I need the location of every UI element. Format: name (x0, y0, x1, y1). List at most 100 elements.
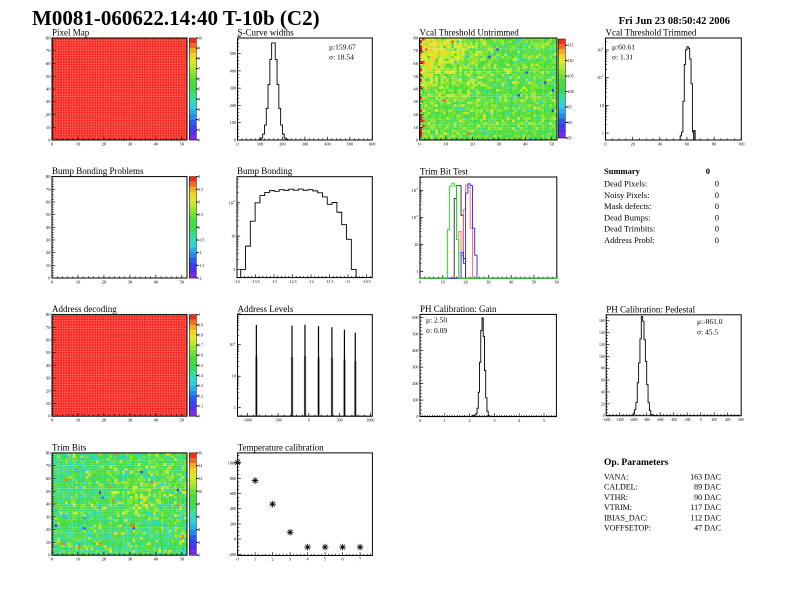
svg-text:90 DAC: 90 DAC (694, 493, 721, 502)
svg-text:VTRIM:: VTRIM: (604, 503, 632, 512)
svg-text:20: 20 (46, 250, 51, 255)
svg-text:400: 400 (230, 68, 236, 73)
svg-text:σ: 18.54: σ: 18.54 (329, 53, 354, 62)
svg-text:-14: -14 (234, 279, 239, 284)
svg-text:3: 3 (602, 46, 604, 50)
svg-text:160: 160 (599, 319, 605, 323)
svg-text:7: 7 (359, 557, 361, 562)
svg-text:1000: 1000 (228, 461, 236, 466)
svg-text:10: 10 (412, 215, 417, 220)
svg-text:0.4: 0.4 (198, 374, 203, 378)
svg-text:2: 2 (234, 341, 236, 345)
svg-text:1: 1 (602, 131, 604, 136)
svg-text:85: 85 (567, 136, 571, 141)
svg-text:10: 10 (229, 200, 234, 205)
svg-text:0: 0 (234, 537, 236, 542)
svg-text:-13: -13 (271, 279, 276, 284)
svg-text:0: 0 (51, 280, 54, 285)
svg-text:-1: -1 (198, 251, 201, 255)
svg-text:Dead Trimbits:: Dead Trimbits: (604, 224, 655, 234)
svg-text:6: 6 (198, 515, 200, 519)
svg-text:S-Curve widths: S-Curve widths (238, 28, 295, 38)
svg-text:80: 80 (46, 450, 51, 455)
svg-text:40: 40 (658, 142, 662, 147)
svg-text:50: 50 (46, 350, 51, 355)
svg-text:47 DAC: 47 DAC (694, 524, 721, 533)
svg-text:40: 40 (154, 418, 159, 423)
svg-text:500: 500 (230, 51, 236, 56)
svg-text:μ:159.67: μ:159.67 (329, 43, 356, 52)
svg-text:0: 0 (603, 414, 605, 418)
svg-text:40: 40 (523, 142, 528, 147)
svg-text:5: 5 (198, 88, 200, 92)
svg-text:80: 80 (601, 367, 605, 371)
svg-text:30: 30 (46, 99, 51, 104)
svg-text:0.6: 0.6 (198, 354, 203, 358)
svg-text:-1.5: -1.5 (198, 264, 204, 268)
svg-text:PH Calibration: Pedestal: PH Calibration: Pedestal (606, 304, 695, 314)
svg-text:30: 30 (413, 99, 418, 104)
svg-text:0.5: 0.5 (198, 213, 203, 217)
svg-text:-13.5: -13.5 (251, 279, 259, 284)
svg-text:100: 100 (412, 398, 418, 403)
svg-text:30: 30 (46, 376, 51, 381)
svg-text:10: 10 (413, 125, 418, 130)
svg-text:2: 2 (233, 199, 235, 203)
svg-text:0: 0 (715, 224, 719, 234)
svg-text:3: 3 (289, 557, 291, 562)
svg-text:0: 0 (198, 226, 200, 230)
svg-text:70: 70 (46, 325, 51, 330)
svg-text:0: 0 (715, 190, 719, 200)
svg-text:20: 20 (601, 402, 605, 406)
svg-text:7: 7 (198, 67, 200, 71)
svg-text:8: 8 (198, 57, 200, 61)
svg-text:20: 20 (46, 112, 51, 117)
svg-text:20: 20 (102, 418, 107, 423)
svg-text:10: 10 (231, 234, 236, 239)
svg-text:89 DAC: 89 DAC (694, 483, 721, 492)
svg-text:Noisy Pixels:: Noisy Pixels: (604, 190, 650, 200)
svg-text:20: 20 (464, 280, 468, 285)
svg-text:40: 40 (46, 225, 51, 230)
svg-text:20: 20 (46, 527, 51, 532)
svg-text:60: 60 (685, 142, 689, 147)
svg-text:0: 0 (48, 138, 51, 143)
svg-text:10: 10 (229, 342, 234, 347)
svg-text:-1200: -1200 (616, 418, 625, 422)
svg-text:10: 10 (600, 103, 605, 108)
svg-text:-11.5: -11.5 (325, 279, 333, 284)
svg-text:80: 80 (46, 174, 51, 179)
svg-text:400: 400 (230, 506, 236, 511)
svg-text:50: 50 (180, 557, 185, 562)
svg-text:M0081-060622.14:40 T-10b (C2): M0081-060622.14:40 T-10b (C2) (32, 6, 320, 30)
svg-text:2: 2 (198, 118, 200, 122)
svg-text:20: 20 (102, 280, 107, 285)
svg-text:6: 6 (198, 77, 200, 81)
svg-text:112 DAC: 112 DAC (690, 513, 721, 522)
svg-text:Address decoding: Address decoding (52, 304, 117, 314)
svg-text:10: 10 (76, 280, 81, 285)
svg-text:30: 30 (128, 557, 133, 562)
svg-text:-12.5: -12.5 (288, 279, 296, 284)
svg-text:20: 20 (631, 142, 635, 147)
svg-text:50: 50 (413, 74, 418, 79)
svg-text:Op. Parameters: Op. Parameters (604, 458, 669, 468)
svg-text:70: 70 (46, 187, 51, 192)
svg-text:-2: -2 (198, 277, 201, 281)
svg-text:200: 200 (230, 103, 236, 108)
svg-text:5: 5 (324, 557, 326, 562)
svg-text:300: 300 (412, 365, 418, 370)
svg-text:0: 0 (715, 235, 719, 245)
svg-text:-1000: -1000 (243, 417, 252, 422)
svg-text:1: 1 (198, 313, 200, 317)
svg-text:Bump Bonding Problems: Bump Bonding Problems (52, 166, 144, 176)
svg-text:10: 10 (46, 263, 51, 268)
svg-text:12: 12 (198, 477, 202, 481)
svg-text:20: 20 (470, 142, 475, 147)
svg-text:10: 10 (46, 125, 51, 130)
svg-text:Trim Bits: Trim Bits (52, 442, 87, 452)
svg-text:400: 400 (412, 348, 418, 353)
svg-text:μ: 2.50: μ: 2.50 (426, 316, 447, 325)
svg-text:σ: 1.31: σ: 1.31 (612, 53, 633, 62)
svg-text:95: 95 (567, 105, 571, 110)
